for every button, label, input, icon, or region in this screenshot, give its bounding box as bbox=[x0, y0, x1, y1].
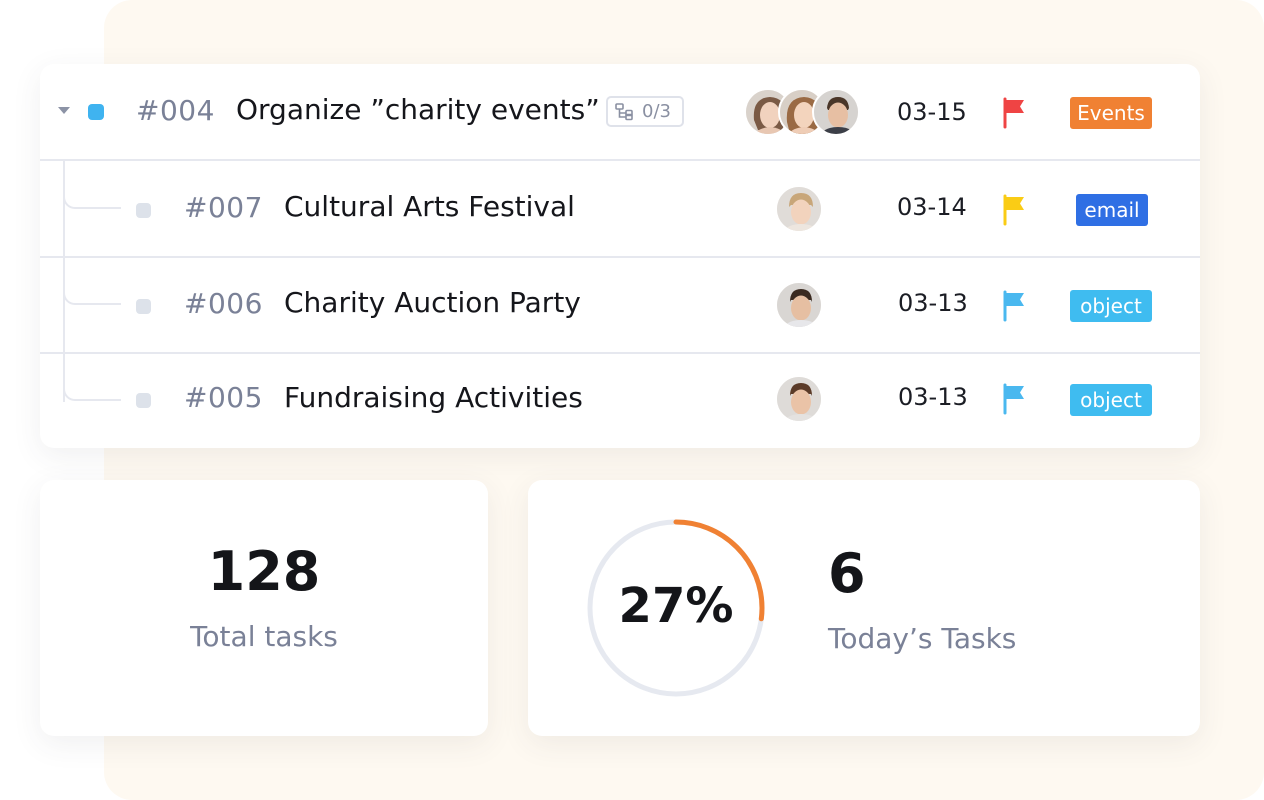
status-indicator[interactable] bbox=[136, 393, 151, 408]
tag-badge[interactable]: object bbox=[1070, 290, 1152, 322]
today-tasks-label: Today’s Tasks bbox=[828, 622, 1017, 655]
task-title[interactable]: Organize ”charity events” bbox=[236, 93, 600, 126]
tree-connector bbox=[63, 353, 121, 401]
task-id: #004 bbox=[136, 94, 215, 127]
today-tasks-count: 6 bbox=[828, 542, 866, 605]
total-tasks-card: 128 Total tasks bbox=[40, 480, 488, 736]
status-indicator[interactable] bbox=[88, 104, 104, 120]
task-title[interactable]: Fundraising Activities bbox=[284, 381, 583, 414]
subtask-tree-icon bbox=[615, 102, 633, 120]
tree-connector bbox=[63, 161, 121, 209]
task-title[interactable]: Charity Auction Party bbox=[284, 286, 581, 319]
task-row-parent[interactable]: #004 Organize ”charity events” 0/3 bbox=[40, 64, 1200, 160]
task-id: #007 bbox=[184, 191, 263, 224]
tag-badge[interactable]: object bbox=[1070, 384, 1152, 416]
avatar-man-blond[interactable] bbox=[775, 185, 823, 233]
tag-badge[interactable]: email bbox=[1076, 194, 1148, 226]
avatar-man-brown[interactable] bbox=[775, 375, 823, 423]
task-title[interactable]: Cultural Arts Festival bbox=[284, 190, 575, 223]
task-list-card: #004 Organize ”charity events” 0/3 bbox=[40, 64, 1200, 448]
avatar-man-dark[interactable] bbox=[775, 281, 823, 329]
collapse-caret-icon[interactable] bbox=[58, 107, 70, 114]
task-id: #005 bbox=[184, 381, 263, 414]
total-tasks-count: 128 bbox=[207, 540, 321, 603]
subtask-progress-badge[interactable]: 0/3 bbox=[606, 96, 684, 127]
task-row-subtask[interactable]: #005 Fundraising Activities 03-13 object bbox=[40, 353, 1200, 448]
task-id: #006 bbox=[184, 287, 263, 320]
due-date[interactable]: 03-15 bbox=[897, 98, 967, 126]
tree-connector bbox=[63, 257, 121, 305]
due-date[interactable]: 03-13 bbox=[898, 289, 968, 317]
total-tasks-label: Total tasks bbox=[190, 620, 338, 653]
progress-ring-fill bbox=[587, 519, 765, 697]
task-row-subtask[interactable]: #006 Charity Auction Party 03-13 object bbox=[40, 257, 1200, 353]
priority-flag-icon[interactable] bbox=[1002, 383, 1028, 415]
today-tasks-card: 27% 6 Today’s Tasks bbox=[528, 480, 1200, 736]
progress-ring bbox=[587, 519, 765, 697]
row-divider bbox=[40, 352, 1200, 354]
row-divider bbox=[40, 159, 1200, 161]
task-row-subtask[interactable]: #007 Cultural Arts Festival 03-14 email bbox=[40, 161, 1200, 257]
status-indicator[interactable] bbox=[136, 203, 151, 218]
due-date[interactable]: 03-14 bbox=[897, 193, 967, 221]
priority-flag-icon[interactable] bbox=[1002, 97, 1028, 129]
priority-flag-icon[interactable] bbox=[1002, 194, 1028, 226]
row-divider bbox=[40, 256, 1200, 258]
progress-percent: 27% bbox=[618, 578, 734, 634]
subtask-count: 0/3 bbox=[642, 101, 671, 122]
priority-flag-icon[interactable] bbox=[1002, 290, 1028, 322]
avatar-man-1[interactable] bbox=[812, 88, 860, 136]
tag-badge[interactable]: Events bbox=[1070, 97, 1152, 129]
status-indicator[interactable] bbox=[136, 299, 151, 314]
due-date[interactable]: 03-13 bbox=[898, 383, 968, 411]
